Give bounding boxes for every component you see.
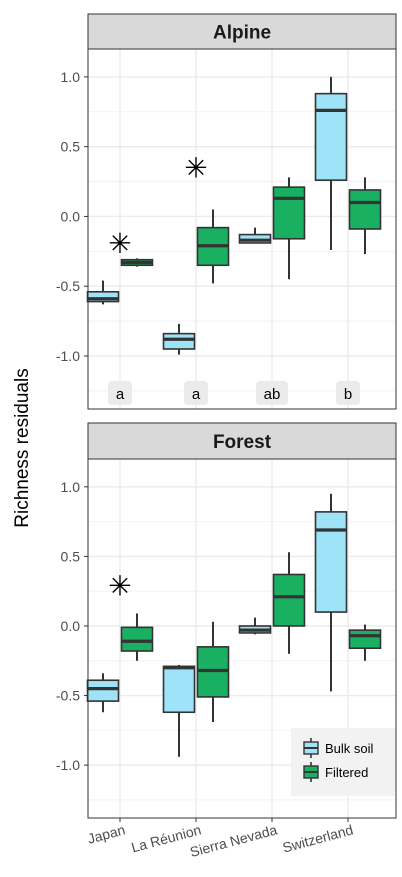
y-tick-label: 0.5	[61, 139, 81, 155]
letter-label: a	[192, 386, 201, 403]
significance-star: ✳	[108, 228, 131, 259]
legend-key	[303, 738, 319, 758]
significance-star: ✳	[184, 153, 207, 184]
y-tick-label: -0.5	[56, 688, 80, 704]
box-filtered	[348, 624, 382, 661]
y-tick-label: 1.0	[61, 479, 81, 495]
box-filtered	[272, 177, 306, 280]
letter-label-bg	[336, 381, 360, 405]
y-axis-title: Richness residuals	[12, 368, 33, 527]
box-iqr	[272, 186, 306, 240]
letter-label: a	[116, 386, 125, 403]
y-tick-label: -1.0	[56, 348, 80, 364]
y-tick-label: 0.0	[61, 618, 81, 634]
letter-label-bg	[108, 381, 132, 405]
box-bulk-soil	[86, 673, 120, 713]
x-tick-label: Japan	[86, 821, 127, 846]
letter-label: b	[344, 386, 352, 403]
x-tick-label: Switzerland	[281, 821, 355, 855]
box-iqr	[348, 189, 382, 230]
box-iqr	[314, 511, 348, 613]
y-tick-label: 0.5	[61, 548, 81, 564]
y-tick-label: 0.0	[61, 208, 81, 224]
box-iqr	[272, 573, 306, 627]
y-tick-label: 1.0	[61, 69, 81, 85]
y-axis-label: Richness residuals	[12, 368, 33, 527]
box-iqr	[348, 629, 382, 650]
box-bulk-soil	[314, 76, 348, 250]
box-bulk-soil	[162, 323, 196, 355]
legend-key	[303, 762, 319, 782]
significance-star: ✳	[108, 571, 131, 602]
legend: Bulk soil Filtered	[291, 728, 395, 796]
box-filtered	[348, 177, 382, 255]
panel-alpine: Alpine 1.0 0.5 0.0 -0.5 -1.0 ✳ ✳ a a ab b	[56, 13, 397, 410]
panel-strip	[87, 422, 397, 460]
box-filtered	[196, 209, 230, 284]
box-bulk-soil	[314, 493, 348, 692]
box-iqr	[120, 626, 154, 652]
box-filtered	[120, 258, 154, 267]
box-filtered	[196, 621, 230, 722]
legend-label: Filtered	[325, 765, 368, 780]
box-iqr	[162, 665, 196, 714]
panels: Alpine 1.0 0.5 0.0 -0.5 -1.0 ✳ ✳ a a ab b Forest 1.0 0…	[56, 13, 397, 819]
letter-label-bg	[184, 381, 208, 405]
box-iqr	[162, 332, 196, 350]
panel-title: Forest	[213, 432, 272, 453]
panel-border	[87, 48, 397, 410]
box-filtered	[120, 613, 154, 661]
y-tick-label: -1.0	[56, 757, 80, 773]
panel-title: Alpine	[213, 23, 271, 44]
panel-forest: Forest 1.0 0.5 0.0 -0.5 -1.0 ✳	[56, 422, 397, 819]
box-bulk-soil	[238, 227, 272, 244]
box-iqr	[314, 92, 348, 181]
box-iqr	[86, 679, 120, 702]
letter-label-bg	[256, 381, 288, 405]
panel-strip	[87, 13, 397, 50]
legend-background	[291, 728, 395, 796]
box-filtered	[272, 552, 306, 654]
box-bulk-soil	[238, 617, 272, 635]
letter-label: ab	[264, 386, 281, 403]
panel-border	[87, 458, 397, 819]
legend-label: Bulk soil	[325, 741, 374, 756]
y-tick-label: -0.5	[56, 278, 80, 294]
box-bulk-soil	[162, 664, 196, 757]
x-tick-label: Sierra Nevada	[188, 821, 279, 860]
